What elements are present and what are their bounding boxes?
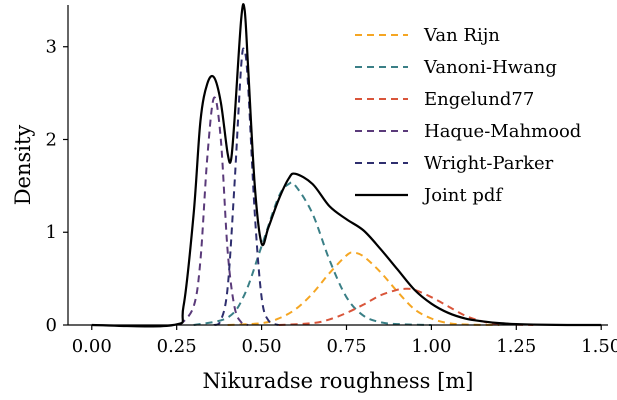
legend-label: Engelund77: [424, 89, 534, 110]
y-tick-label: 3: [46, 37, 57, 58]
series-line-engelund77: [278, 287, 534, 326]
x-axis-label: Nikuradse roughness [m]: [203, 369, 474, 393]
axes-layer: 0.00 0.25 0.50 0.75 1.00 1.25 1.50 0 1 2 3: [46, 5, 617, 357]
x-tick-label: 0.25: [157, 336, 197, 357]
legend: Van Rijn Vanoni-Hwang Engelund77 Haque-Mahm…: [355, 25, 581, 206]
x-tick-label: 1.00: [411, 336, 451, 357]
legend-item-wright-parker: Wright-Parker: [355, 153, 554, 174]
series-line-van-rijn: [227, 251, 500, 326]
series-line-haque-mahmood: [179, 96, 249, 326]
series-line-joint-pdf: [91, 3, 602, 328]
legend-label: Wright-Parker: [424, 153, 554, 174]
series-layer: [91, 3, 602, 328]
legend-label: Vanoni-Hwang: [423, 57, 557, 78]
x-tick-label: 1.25: [496, 336, 536, 357]
legend-item-joint-pdf: Joint pdf: [355, 185, 503, 206]
legend-label: Joint pdf: [422, 185, 503, 206]
y-axis-label: Density: [11, 125, 35, 206]
series-line-vanoni-hwang: [193, 181, 432, 326]
legend-item-haque-mahmood: Haque-Mahmood: [355, 121, 581, 142]
y-tick-label: 0: [46, 315, 57, 336]
legend-item-van-rijn: Van Rijn: [355, 25, 500, 46]
legend-label: Haque-Mahmood: [424, 121, 581, 142]
x-tick-label: 0.75: [326, 336, 366, 357]
legend-item-engelund77: Engelund77: [355, 89, 534, 110]
y-tick-label: 2: [46, 129, 57, 150]
legend-label: Van Rijn: [423, 25, 500, 46]
x-tick-label: 0.00: [72, 336, 112, 357]
x-tick-label: 1.50: [581, 336, 617, 357]
x-tick-label: 0.50: [242, 336, 282, 357]
series-line-wright-parker: [213, 47, 279, 326]
legend-item-vanoni-hwang: Vanoni-Hwang: [355, 57, 557, 78]
y-tick-label: 1: [46, 222, 57, 243]
